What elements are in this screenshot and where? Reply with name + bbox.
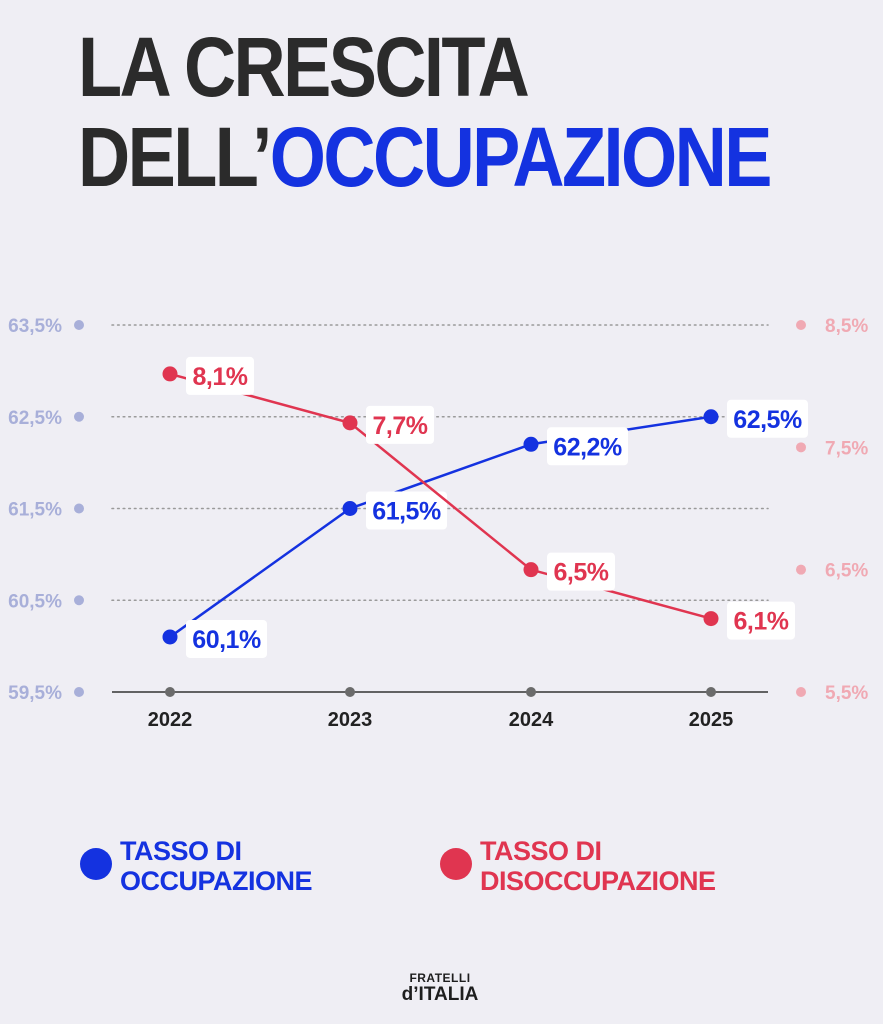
data-label-box	[366, 405, 434, 444]
data-point-disoccupazione	[523, 562, 539, 578]
legend-occupazione-label: TASSO DI OCCUPAZIONE	[120, 836, 313, 896]
x-axis-tick-label: 2023	[328, 709, 373, 731]
data-label-text: 8,1%	[193, 363, 248, 391]
line-chart: 63,5% 62,5% 61,5% 60,5% 59,5% 8,5% 7,5% 6,5% 5,5…	[8, 316, 868, 731]
data-point-disoccupazione	[342, 415, 358, 431]
left-axis-tick-dot	[74, 687, 84, 697]
data-label-occupazione: 62,2%	[547, 427, 628, 466]
data-label-occupazione: 61,5%	[366, 491, 447, 530]
data-label-box	[186, 356, 254, 395]
data-point-occupazione	[523, 436, 539, 452]
title-prefix: DELL’	[78, 110, 272, 204]
right-axis-tick-dot	[796, 320, 806, 330]
left-axis-tick-dot	[74, 503, 84, 514]
legend-disoccupazione: TASSO DI DISOCCUPAZIONE	[440, 836, 716, 896]
data-label-text: 60,1%	[192, 626, 261, 654]
x-axis-tick-dot	[165, 687, 175, 697]
data-label-occupazione: 60,1%	[186, 619, 267, 658]
right-axis-tick-dot	[796, 687, 806, 697]
data-label-box	[186, 619, 267, 658]
left-axis-tick-label: 63,5%	[8, 316, 62, 337]
right-axis-tick-dot	[796, 564, 806, 575]
data-label-box	[727, 399, 808, 438]
x-axis-tick-label: 2024	[509, 709, 554, 731]
data-label-disoccupazione: 8,1%	[186, 356, 254, 395]
right-axis-tick-dot	[796, 442, 806, 453]
data-label-text: 62,5%	[733, 406, 802, 434]
title-line-1: LA CRESCITA	[78, 20, 530, 114]
data-point-disoccupazione	[162, 366, 178, 382]
legend-disoccupazione-label: TASSO DI DISOCCUPAZIONE	[480, 836, 716, 896]
right-axis-tick-label: 6,5%	[825, 561, 868, 582]
data-label-occupazione: 62,5%	[727, 399, 808, 438]
data-label-disoccupazione: 7,7%	[366, 405, 434, 444]
data-label-box	[547, 552, 615, 591]
series-line-disoccupazione	[169, 372, 712, 620]
x-axis-tick-label: 2025	[689, 709, 734, 731]
title-line-2: DELL’OCCUPAZIONE	[78, 110, 773, 204]
data-label-text: 62,2%	[553, 433, 622, 461]
data-label-box	[547, 427, 628, 466]
logo-line-1: FRATELLI	[409, 971, 471, 985]
data-label-box	[727, 601, 795, 640]
data-label-text: 6,1%	[734, 608, 789, 636]
title-accent: OCCUPAZIONE	[269, 110, 773, 204]
logo: FRATELLI d’ITALIA	[380, 972, 500, 1005]
legend-disoccupazione-dot	[440, 848, 472, 880]
legend-occupazione-dot	[80, 848, 112, 880]
data-label-box	[366, 491, 447, 530]
data-label-disoccupazione: 6,1%	[727, 601, 795, 640]
data-point-occupazione	[703, 409, 719, 425]
data-label-disoccupazione: 6,5%	[547, 552, 615, 591]
data-label-text: 6,5%	[554, 559, 609, 587]
data-point-occupazione	[162, 629, 178, 645]
right-axis-tick-label: 8,5%	[825, 316, 868, 337]
left-axis-tick-label: 59,5%	[8, 683, 62, 704]
page-title: LA CRESCITA DELL’OCCUPAZIONE	[78, 20, 773, 204]
left-axis-tick-label: 62,5%	[8, 408, 62, 429]
left-axis-tick-dot	[74, 411, 84, 422]
x-axis-tick-dot	[706, 687, 716, 697]
data-label-text: 61,5%	[372, 498, 441, 526]
right-axis-tick-label: 5,5%	[825, 683, 868, 704]
left-axis-tick-label: 60,5%	[8, 591, 62, 612]
logo-line-2: d’ITALIA	[401, 984, 479, 1005]
left-axis-tick-dot	[74, 320, 84, 330]
data-point-disoccupazione	[703, 611, 719, 627]
x-axis-tick-dot	[526, 687, 536, 697]
x-axis-tick-dot	[345, 687, 355, 697]
x-axis-tick-label: 2022	[148, 709, 193, 731]
legend-occupazione: TASSO DI OCCUPAZIONE	[80, 836, 313, 896]
left-axis-tick-dot	[74, 595, 84, 606]
data-label-text: 7,7%	[373, 412, 428, 440]
data-point-occupazione	[342, 501, 358, 516]
right-axis-tick-label: 7,5%	[825, 438, 868, 459]
left-axis-tick-label: 61,5%	[8, 500, 62, 521]
